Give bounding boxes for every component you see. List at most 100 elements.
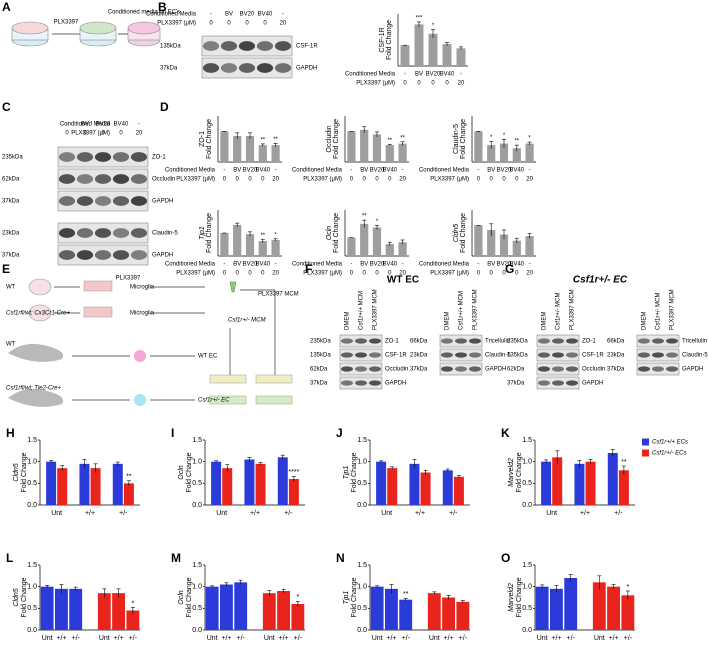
bar xyxy=(387,468,398,505)
blot-band xyxy=(455,338,467,344)
blot-protein: GAPDH xyxy=(152,199,173,205)
lane-label: Csf1r+/- MCM xyxy=(556,292,562,330)
blot-kda: 135kDa xyxy=(507,353,528,359)
bar xyxy=(621,595,635,630)
y-tick-label: 0.0 xyxy=(192,627,202,634)
blot-band xyxy=(112,152,130,162)
blot-kda: 62kDa xyxy=(507,367,525,373)
bar xyxy=(222,468,233,505)
blot-kda: 135kDa xyxy=(310,353,331,359)
condition-label: PLX3397 (μM) xyxy=(303,177,342,183)
blot-band xyxy=(112,228,130,238)
x-tick-label: Unt xyxy=(381,510,392,517)
bar xyxy=(288,479,299,505)
blot-band xyxy=(666,352,678,358)
panel-letter: K xyxy=(501,426,510,440)
blot-band xyxy=(58,174,76,184)
bar xyxy=(607,453,618,505)
blot-band xyxy=(94,250,112,260)
bar xyxy=(512,240,521,256)
blot-band xyxy=(469,366,481,372)
significance: ** xyxy=(260,233,265,239)
y-axis-label: Cldn5 xyxy=(13,588,20,606)
lane-label: DMEM xyxy=(542,312,548,330)
x-tick-label: +/+ xyxy=(415,510,425,517)
blot-band xyxy=(552,352,564,358)
blot-band xyxy=(538,380,550,386)
bar xyxy=(525,236,534,256)
condition-cell: BV40 xyxy=(440,72,455,78)
condition-cell: BV20 xyxy=(243,168,258,174)
bar xyxy=(456,601,470,630)
significance: ** xyxy=(273,137,278,143)
blot-header-cell: BV40 xyxy=(258,12,273,18)
schematic-a xyxy=(11,21,161,47)
significance: *** xyxy=(415,15,423,21)
blot-band xyxy=(355,366,367,372)
blot-band xyxy=(666,366,678,372)
y-axis-label: Fold Change xyxy=(186,452,193,492)
condition-cell: 20 xyxy=(399,271,406,277)
bar xyxy=(205,586,219,630)
condition-cell: 20 xyxy=(272,271,279,277)
blot-band xyxy=(202,63,220,73)
blot-band xyxy=(112,196,130,206)
blot-band xyxy=(538,338,550,344)
bar xyxy=(258,145,267,162)
bar xyxy=(453,476,464,505)
y-axis-label: Fold Change xyxy=(460,119,467,159)
x-tick-label: +/- xyxy=(72,635,81,642)
lane-label: DMEM xyxy=(642,312,648,330)
x-tick-label: +/- xyxy=(119,510,128,517)
bar xyxy=(552,457,563,505)
blot-band xyxy=(202,41,220,51)
bar xyxy=(442,44,452,66)
bar xyxy=(525,143,534,162)
lane-label: Csf1r+/+ MCM xyxy=(459,291,465,330)
condition-cell: 20 xyxy=(272,177,279,183)
bar xyxy=(474,225,483,256)
schematic-label: PLX3397 MCM xyxy=(258,292,299,298)
condition-cell: - xyxy=(275,262,277,268)
x-tick-label: Unt xyxy=(429,635,440,642)
condition-cell: 0 xyxy=(236,271,240,277)
blot-header-cell: 0 xyxy=(227,21,231,27)
bar xyxy=(618,470,629,505)
blot-protein: Occludin xyxy=(582,367,605,373)
x-tick-label: Unt xyxy=(264,635,275,642)
blot-band xyxy=(112,250,130,260)
lane-label: PLX3397 MCM xyxy=(373,289,379,330)
x-tick-label: Unt xyxy=(537,635,548,642)
blot-protein: Occludin xyxy=(385,367,408,373)
blot-band xyxy=(94,196,112,206)
y-tick-label: 0.5 xyxy=(192,605,202,612)
blot-band xyxy=(652,366,664,372)
bar xyxy=(233,224,242,256)
y-tick-label: 1.0 xyxy=(357,459,367,466)
bar xyxy=(277,591,290,630)
blot-band xyxy=(355,380,367,386)
blot-kda: 37kDa xyxy=(310,381,328,387)
x-tick-label: +/+ xyxy=(221,635,231,642)
bar xyxy=(112,593,125,630)
panel-letter: B xyxy=(158,0,167,14)
blot-band xyxy=(256,63,274,73)
y-axis-label: Fold Change xyxy=(460,213,467,253)
condition-cell: 0 xyxy=(477,177,481,183)
y-tick-label: 0.5 xyxy=(27,480,37,487)
schematic-label: Csf1r+/- MCM xyxy=(228,318,266,324)
blot-band xyxy=(455,352,467,358)
condition-cell: 0 xyxy=(515,271,519,277)
bar xyxy=(499,143,509,162)
condition-cell: 20 xyxy=(526,177,533,183)
bar xyxy=(414,24,424,66)
y-axis-label: Fold Change xyxy=(333,213,340,253)
condition-cell: 0 xyxy=(375,271,379,277)
y-axis-label: Fold Change xyxy=(351,577,358,617)
blot-header-cell: BV xyxy=(225,12,233,18)
blot-kda: 66kDa xyxy=(607,339,625,345)
condition-cell: BV20 xyxy=(370,168,385,174)
y-tick-label: 1.5 xyxy=(522,562,532,569)
condition-label: PLX3397 (μM) xyxy=(430,177,469,183)
